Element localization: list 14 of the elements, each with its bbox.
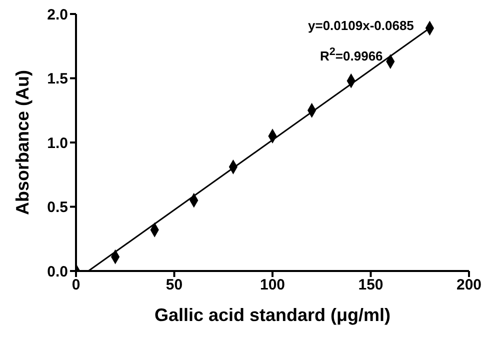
x-tick-label: 200: [456, 276, 482, 294]
x-tick-label: 0: [72, 276, 80, 294]
y-tick-label: 1.5: [47, 70, 68, 88]
y-axis-title: Absorbance (Au): [12, 70, 32, 216]
y-tick-label: 0.5: [47, 199, 68, 216]
x-axis-title: Gallic acid standard (μg/ml): [154, 305, 391, 325]
x-tick-label: 50: [166, 276, 183, 294]
y-tick-label: 2.0: [47, 6, 68, 24]
x-tick-label: 100: [260, 276, 286, 294]
annotation: y=0.0109x-0.0685: [308, 18, 414, 33]
x-tick-label: 150: [358, 276, 384, 294]
y-tick-label: 1.0: [47, 134, 68, 152]
annotation: R$^{2}$=0.9966: [320, 46, 383, 64]
y-tick-label: 0.0: [47, 263, 68, 280]
